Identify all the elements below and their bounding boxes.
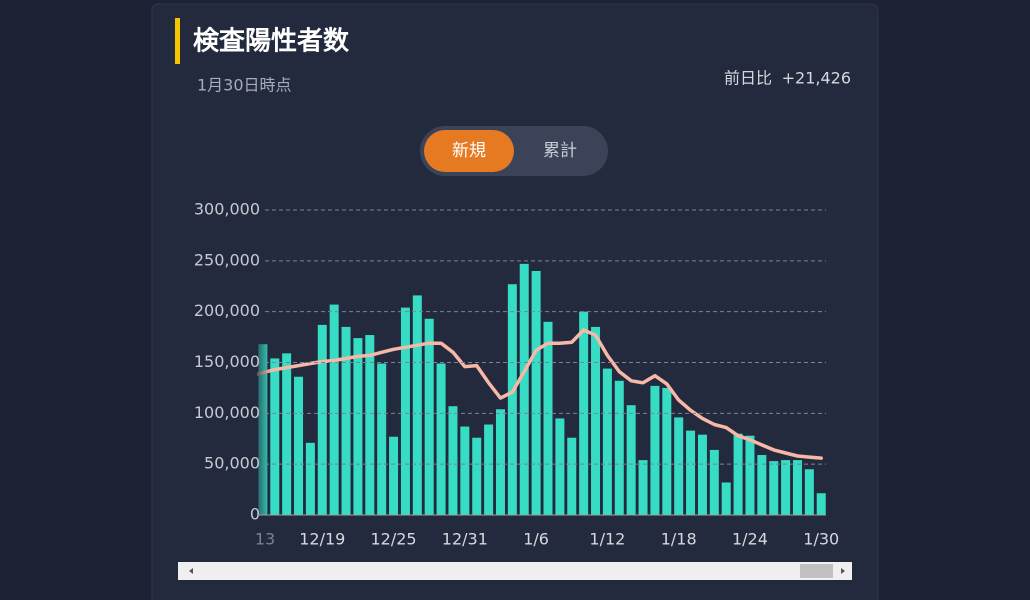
card-title: 検査陽性者数 [193, 27, 350, 57]
x-tick-label: 1/24 [732, 530, 768, 549]
y-tick-label: 200,000 [194, 301, 260, 320]
y-tick-label: 300,000 [194, 200, 260, 219]
bar [567, 437, 577, 515]
bar [709, 449, 719, 515]
bar [816, 493, 826, 515]
bar [341, 326, 351, 515]
x-tick-label: 1/18 [661, 530, 697, 549]
toggle-active[interactable] [424, 130, 514, 172]
y-tick-label: 150,000 [194, 352, 260, 371]
x-tick-label: 12/19 [299, 530, 345, 549]
scrollbar[interactable] [178, 562, 852, 580]
bar [484, 424, 494, 515]
x-tick-label: 12/31 [442, 530, 488, 549]
bar [626, 405, 636, 515]
bar [507, 284, 517, 515]
bar [650, 385, 660, 515]
bar [674, 417, 684, 515]
scroll-thumb[interactable] [800, 564, 833, 578]
scroll-right[interactable] [841, 568, 845, 574]
bar [697, 434, 707, 515]
bar [377, 363, 387, 515]
x-tick-label: 1/30 [803, 530, 839, 549]
bar [519, 263, 529, 515]
bar [602, 368, 612, 515]
change-value: +21,426 [782, 69, 851, 88]
plot [257, 263, 826, 515]
bar [543, 321, 553, 515]
x-tick-label: 1/12 [589, 530, 625, 549]
toggle-option[interactable]: 累計 [543, 141, 577, 161]
bar [270, 358, 280, 515]
bar [591, 326, 601, 515]
bar [792, 460, 802, 515]
title-accent [175, 18, 180, 64]
bar [614, 380, 624, 515]
bar [472, 437, 482, 515]
x-tick-label: 1/6 [523, 530, 549, 549]
y-tick-label: 100,000 [194, 403, 260, 422]
bar [436, 363, 446, 515]
bar [389, 436, 399, 515]
bar [662, 387, 672, 515]
y-tick-label: 50,000 [204, 454, 260, 473]
toggle-option[interactable]: 新規 [452, 141, 486, 161]
bar [294, 376, 304, 515]
bar [317, 324, 327, 515]
bar [686, 430, 696, 515]
bar [531, 271, 541, 515]
bar [329, 304, 339, 515]
subtitle: 1月30日時点 [197, 76, 292, 95]
bar [448, 406, 458, 515]
bar [721, 482, 731, 515]
bar [757, 455, 767, 515]
bar [282, 353, 292, 515]
bar [555, 418, 565, 515]
bar [424, 318, 434, 515]
bar [400, 307, 410, 515]
y-tick-label: 0 [250, 505, 260, 524]
bar [733, 433, 743, 515]
bar [353, 338, 363, 515]
bar [769, 461, 779, 515]
change-label: 前日比 [724, 69, 772, 88]
moving-average-line [257, 328, 823, 460]
bar [638, 460, 648, 515]
bar [804, 469, 814, 515]
bar [412, 295, 422, 515]
bar [365, 335, 375, 515]
x-tick-label: 13 [255, 530, 275, 549]
scroll-left[interactable] [189, 568, 193, 574]
bar [781, 460, 791, 515]
bar [495, 409, 505, 515]
x-tick-label: 12/25 [371, 530, 417, 549]
bar [745, 435, 755, 515]
bar [460, 426, 470, 515]
bar [305, 442, 315, 515]
scroll-fade [257, 200, 271, 516]
y-tick-label: 250,000 [194, 250, 260, 269]
